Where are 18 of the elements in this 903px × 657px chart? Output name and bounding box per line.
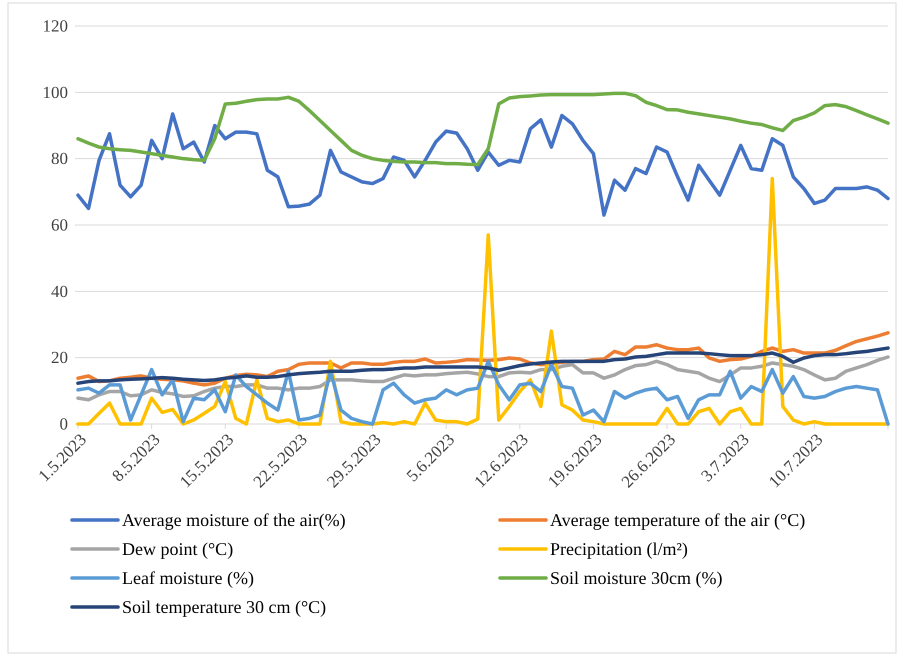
y-tick-label: 0 xyxy=(60,414,68,434)
line-series xyxy=(76,346,890,385)
line-series xyxy=(76,360,890,426)
line-series xyxy=(76,112,890,217)
legend-label: Dew point (°C) xyxy=(122,539,234,559)
legend-label: Precipitation (l/m²) xyxy=(550,539,688,559)
line-series xyxy=(76,92,890,166)
legend-label: Average moisture of the air(%) xyxy=(122,510,346,530)
y-tick-label: 20 xyxy=(51,348,68,368)
legend-label: Leaf moisture (%) xyxy=(122,568,254,588)
y-tick-label: 60 xyxy=(51,215,68,234)
legend-label: Average temperature of the air (°C) xyxy=(550,510,806,530)
legend-label: Soil moisture 30cm (%) xyxy=(550,568,722,588)
y-tick-label: 80 xyxy=(51,149,68,168)
y-tick-label: 100 xyxy=(42,82,68,102)
legend-label: Soil temperature 30 cm (°C) xyxy=(122,597,326,617)
y-tick-label: 40 xyxy=(51,282,68,301)
y-tick-label: 120 xyxy=(42,16,68,36)
